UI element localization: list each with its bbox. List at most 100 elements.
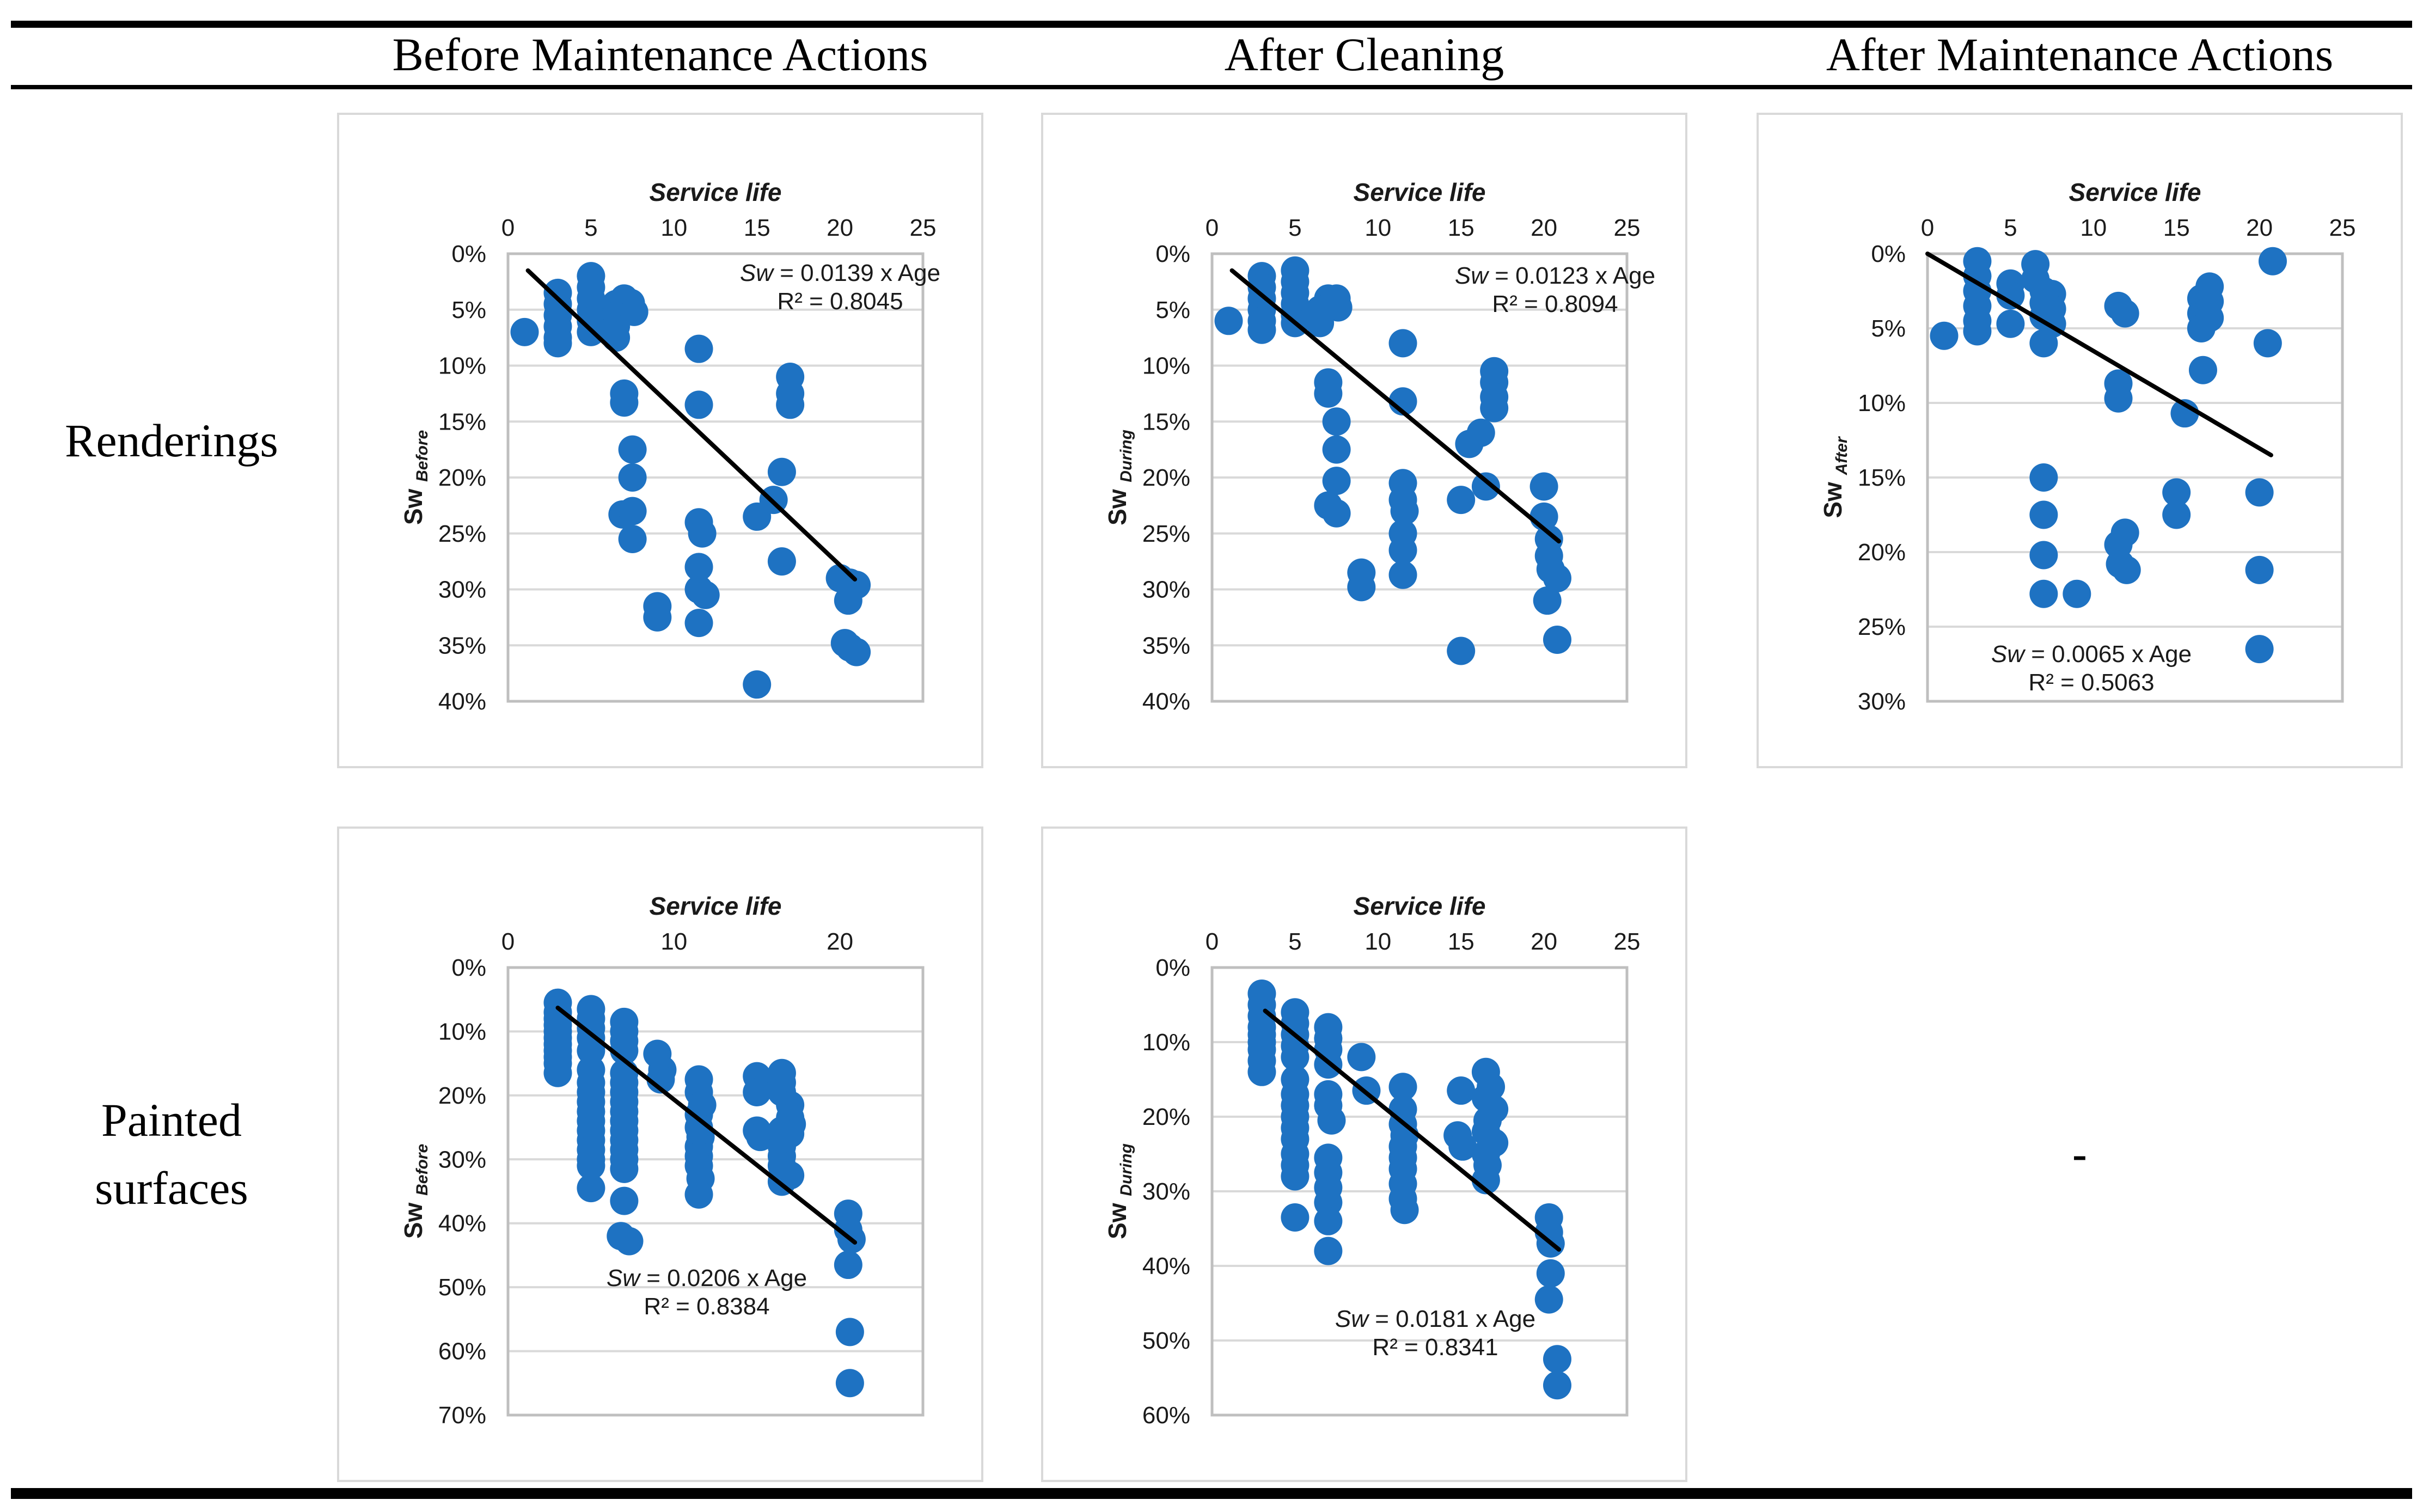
- trend-line: [555, 1005, 858, 1245]
- data-point: [1314, 379, 1343, 408]
- scatter-chart-painted-before: Service life 0 10 20 0% 10% 20% 30% 40% 50% 60% 70%…: [399, 892, 925, 1429]
- y-tick-label: 5%: [451, 297, 486, 323]
- y-tick-label: 20%: [1142, 464, 1190, 491]
- data-point: [2112, 555, 2141, 584]
- scatter-chart-renderings-after: Service life 0 5 10 15 20 25 0% 5% 10% 15% 20% 25% 30…: [1819, 178, 2355, 715]
- x-tick-label: 15: [1448, 215, 1474, 241]
- trend-line: [1229, 268, 1562, 544]
- data-point: [1447, 636, 1476, 665]
- data-point: [834, 1251, 862, 1280]
- data-point: [543, 329, 572, 358]
- x-tick-label: 25: [1614, 215, 1641, 241]
- y-axis-title: Sw During: [1103, 1143, 1135, 1239]
- data-point: [646, 1065, 675, 1094]
- data-point: [2029, 500, 2058, 529]
- data-point: [2162, 500, 2191, 529]
- data-point: [615, 1227, 644, 1256]
- y-tick-label: 35%: [1142, 632, 1190, 659]
- data-point: [691, 580, 720, 609]
- data-point: [2029, 329, 2058, 358]
- data-point: [1281, 1203, 1310, 1232]
- data-point: [1996, 281, 2025, 310]
- y-tick-label: 25%: [1142, 521, 1190, 547]
- data-point: [1388, 560, 1417, 589]
- x-tick-label: 5: [1288, 928, 1301, 955]
- x-tick-label: 0: [501, 928, 515, 955]
- table-bottom-rule: [11, 1488, 2412, 1499]
- data-point: [1529, 472, 1558, 501]
- scatter-chart-renderings-during: Service life 0 5 10 15 20 25 0% 5% 10% 15% 20% 25% 30…: [1103, 178, 1655, 715]
- data-point: [1466, 418, 1495, 447]
- data-point: [2104, 384, 2133, 413]
- data-point: [1390, 497, 1419, 525]
- r-squared-line: R² = 0.8094: [1492, 291, 1618, 317]
- data-point: [776, 1161, 805, 1190]
- x-axis-title: Service life: [650, 892, 782, 920]
- x-tick-label: 0: [1206, 928, 1219, 955]
- y-tick-label: 40%: [438, 688, 486, 715]
- chart-cell-renderings-during: Service life 0 5 10 15 20 25 0% 5% 10% 15% 20% 25% 30…: [1041, 113, 1687, 768]
- empty-cell-dash: -: [2072, 1130, 2087, 1178]
- x-tick-label: 20: [1531, 215, 1557, 241]
- data-point: [1534, 1285, 1563, 1314]
- column-header-after-cleaning: After Cleaning: [1224, 28, 1504, 81]
- data-point: [1448, 1132, 1477, 1161]
- data-point: [610, 1154, 639, 1183]
- y-tick-label: 25%: [1858, 614, 1906, 640]
- y-tick-label: 20%: [438, 1082, 486, 1109]
- y-tick-label: 0%: [1155, 241, 1190, 267]
- row-label-text: Renderings: [65, 414, 278, 467]
- chart-cell-painted-during: Service life 0 5 10 15 20 25 0% 10% 20% 30% 40% 50% 6…: [1041, 827, 1687, 1482]
- data-point: [2110, 299, 2139, 328]
- data-point: [2063, 579, 2091, 608]
- data-point: [1322, 435, 1351, 464]
- y-tick-label: 40%: [1142, 1253, 1190, 1280]
- x-tick-label: 10: [660, 215, 687, 241]
- scatter-points: [1930, 247, 2287, 664]
- data-point: [2245, 635, 2274, 664]
- data-point: [1347, 573, 1376, 602]
- plot-border: [506, 966, 925, 1417]
- data-point: [2245, 555, 2274, 584]
- data-point: [618, 525, 647, 554]
- data-point: [1322, 467, 1351, 495]
- trend-line: [1263, 1008, 1562, 1252]
- data-point: [1930, 321, 1959, 350]
- chart-cell-renderings-before: Service life 0 5 10 15 20 25 0% 5% 10% 15% 20% 25% 30…: [337, 113, 983, 768]
- data-point: [776, 1119, 805, 1148]
- data-point: [1543, 564, 1571, 592]
- data-point: [767, 547, 796, 576]
- data-point: [643, 603, 672, 632]
- y-tick-label: 10%: [438, 1018, 486, 1045]
- data-point: [2029, 541, 2058, 570]
- x-tick-label: 20: [827, 215, 853, 241]
- plot-border: [1926, 252, 2344, 703]
- scatter-points: [510, 262, 871, 699]
- y-axis-title: Sw Before: [399, 1144, 431, 1239]
- data-point: [1317, 1106, 1346, 1135]
- data-point: [610, 388, 639, 417]
- data-point: [2162, 478, 2191, 507]
- x-tick-label: 20: [1531, 928, 1557, 955]
- y-tick-label: 60%: [1142, 1402, 1190, 1429]
- y-tick-label: 0%: [451, 241, 486, 267]
- data-point: [1447, 1076, 1476, 1105]
- chart-cell-renderings-after: Service life 0 5 10 15 20 25 0% 5% 10% 15% 20% 25% 30…: [1757, 113, 2403, 768]
- data-point: [2029, 463, 2058, 492]
- data-point: [684, 390, 713, 419]
- x-axis-title: Service life: [650, 178, 782, 206]
- y-tick-label: 70%: [438, 1402, 486, 1429]
- data-point: [1543, 1345, 1571, 1374]
- data-point: [1447, 486, 1476, 515]
- data-point: [543, 1058, 572, 1087]
- x-tick-label: 10: [660, 928, 687, 955]
- scatter-points: [543, 988, 866, 1398]
- y-tick-label: 0%: [1155, 954, 1190, 981]
- data-point: [767, 457, 796, 486]
- trend-line: [1925, 252, 2273, 457]
- y-tick-label: 0%: [451, 954, 486, 981]
- y-tick-label: 30%: [1142, 1178, 1190, 1205]
- data-point: [1214, 307, 1243, 335]
- data-point: [618, 435, 647, 464]
